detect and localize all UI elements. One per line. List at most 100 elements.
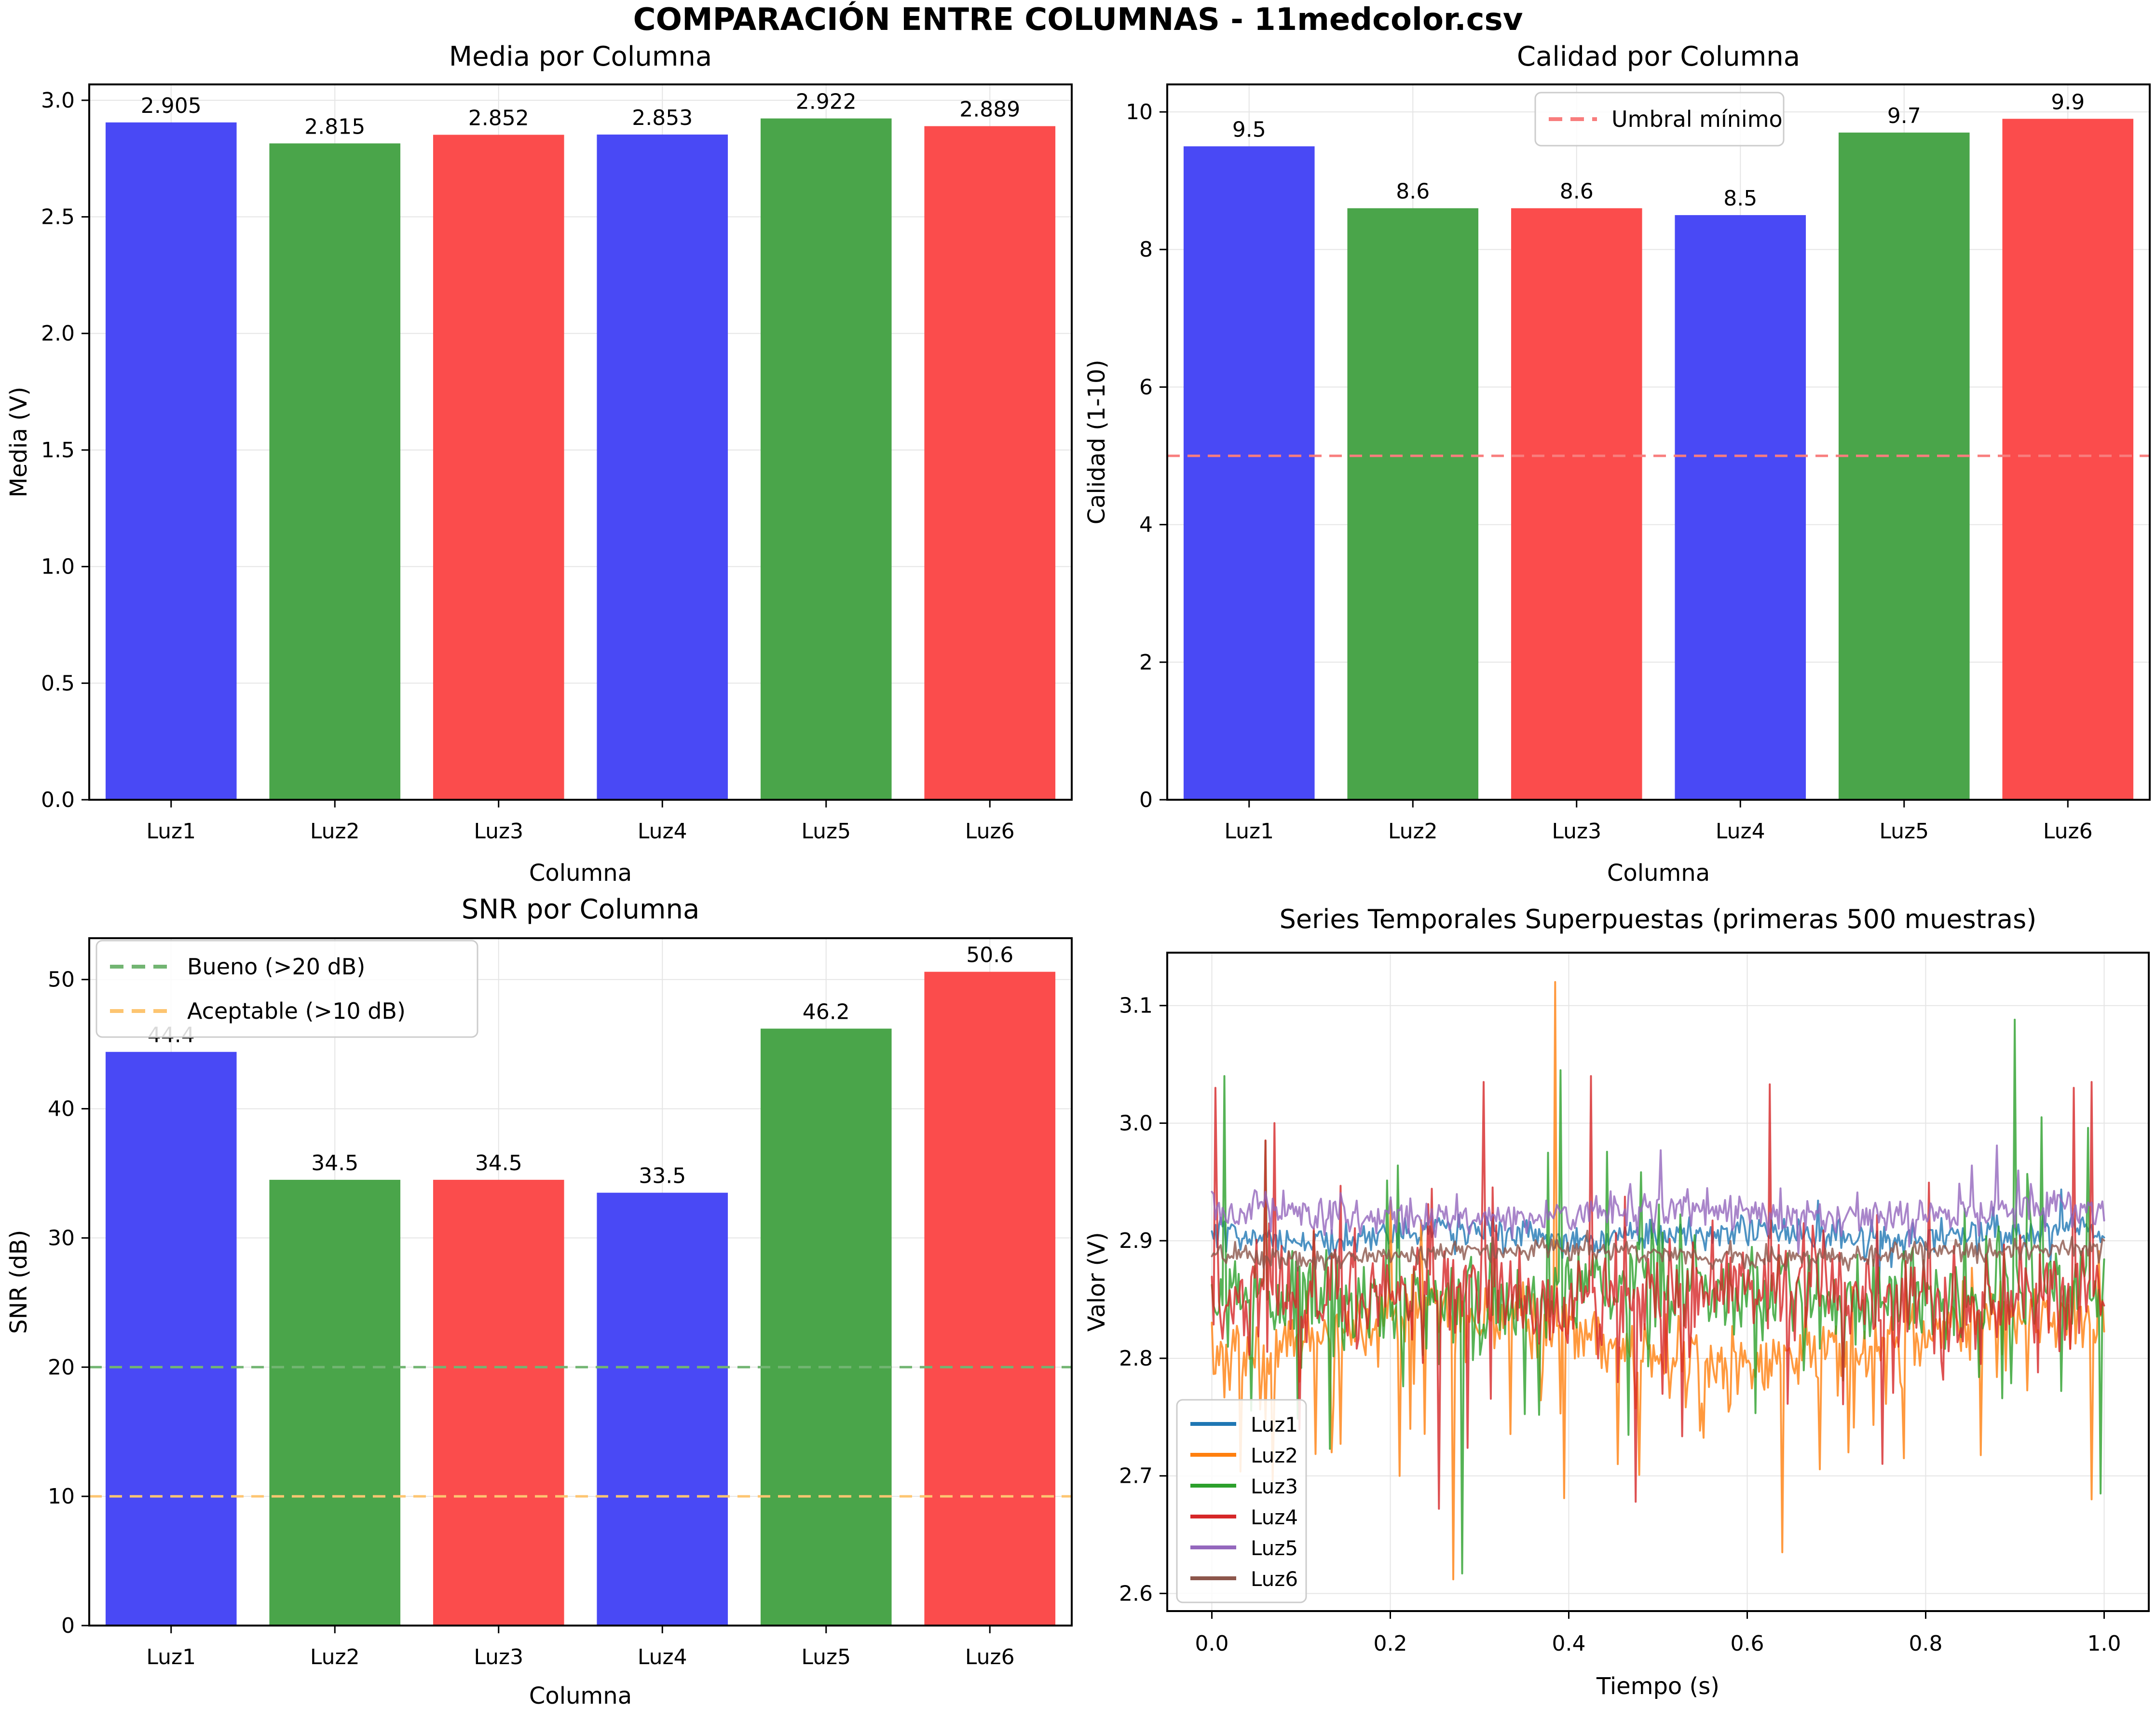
legend-box [96,940,478,1038]
x-tick-label: Luz2 [310,1645,360,1669]
axes-frame [88,83,1073,801]
series-line-Luz5 [1211,1144,2105,1255]
axes-frame [1166,83,2151,801]
bar-value-label: 9.7 [1887,104,1921,128]
x-tick-label: 0.4 [1552,1631,1586,1656]
x-tick-label: 0.6 [1731,1631,1764,1656]
chart-title: Series Temporales Superpuestas (primeras… [1280,904,2037,934]
x-tick-label: Luz4 [638,1645,687,1669]
legend-label: Luz2 [1251,1444,1298,1467]
axes-frame [88,937,1073,1627]
y-tick-label: 3.0 [41,88,75,113]
bar-value-label: 2.815 [304,114,365,139]
y-tick-label: 0 [61,1613,75,1638]
y-tick-label: 10 [1126,100,1153,124]
bar-Luz4 [1675,215,1806,800]
y-tick-label: 2.0 [41,321,75,346]
y-tick-label: 10 [48,1484,75,1509]
y-tick-label: 0.0 [41,788,75,812]
bar-Luz6 [924,126,1056,800]
bar-value-label: 9.5 [1232,117,1266,142]
subplot-media-bar-chart: 2.905 2.815 2.852 2.853 2.922 2.889 Luz1 Luz2 Lu… [5,41,1073,887]
legend-label: Luz5 [1251,1536,1298,1560]
bar-value-label: 2.889 [959,97,1020,122]
y-tick-label: 30 [48,1226,75,1250]
x-axis-label: Columna [529,1682,632,1709]
bar-Luz3 [433,135,564,800]
x-tick-label: Luz6 [965,1645,1015,1669]
x-tick-label: Luz3 [474,1645,523,1669]
x-tick-label: 0.2 [1374,1631,1407,1656]
y-tick-label: 40 [48,1097,75,1121]
x-tick-label: Luz4 [638,819,687,844]
bar-Luz5 [1838,132,1970,800]
y-tick-label: 3.1 [1119,994,1153,1018]
bar-Luz4 [597,134,728,800]
subplot-snr-bar-chart: 44.434.534.533.546.250.6Luz1Luz2Luz3Luz4… [5,894,1073,1709]
x-axis-label: Columna [1607,860,1710,887]
axes-frame [1166,952,2150,1612]
bar-value-label: 34.5 [475,1151,522,1176]
bar-value-label: 8.6 [1396,179,1430,204]
chart-title: Calidad por Columna [1517,41,1800,72]
chart-title: Media por Columna [449,41,712,72]
x-tick-label: Luz1 [1224,819,1274,844]
x-tick-label: Luz6 [965,819,1015,844]
bar-Luz4 [597,1192,728,1626]
legend-label: Bueno (>20 dB) [187,954,365,980]
legend-label: Aceptable (>10 dB) [187,998,406,1024]
subplot-series-line-chart: 0.0 0.2 0.4 0.6 0.8 1.0 2.6 2.7 2.8 2.9 3.0 3.1 Seri… [1083,904,2150,1700]
bar-value-label: 9.9 [2051,90,2085,114]
x-tick-label: Luz3 [1552,819,1601,844]
y-tick-label: 2.8 [1119,1346,1153,1371]
x-tick-label: Luz5 [801,1645,851,1669]
y-axis-label: SNR (dB) [5,1230,32,1334]
y-tick-label: 4 [1139,513,1153,537]
bar-Luz2 [1347,208,1479,800]
bar-Luz6 [924,971,1056,1626]
bar-Luz5 [760,1028,892,1626]
x-axis-label: Tiempo (s) [1596,1673,1719,1700]
bar-Luz1 [105,1052,237,1626]
bar-Luz2 [269,143,401,800]
chart-title: SNR por Columna [462,894,700,925]
bar-value-label: 2.905 [141,94,202,118]
x-tick-label: Luz6 [2043,819,2093,844]
figure-title: COMPARACIÓN ENTRE COLUMNAS - 11medcolor.… [633,2,1523,38]
y-tick-label: 2.5 [41,205,75,230]
x-axis-label: Columna [529,860,632,887]
x-tick-label: 1.0 [2088,1631,2121,1656]
y-tick-label: 2.7 [1119,1464,1153,1489]
y-tick-label: 8 [1139,237,1153,262]
y-tick-label: 50 [48,968,75,992]
bar-Luz2 [269,1179,401,1626]
x-tick-label: Luz2 [310,819,360,844]
bar-Luz3 [433,1179,564,1626]
series-line-Luz6 [1211,1230,2105,1272]
x-tick-label: Luz3 [474,819,523,844]
bar-Luz1 [1183,146,1315,800]
x-tick-label: Luz5 [801,819,851,844]
legend-label: Luz6 [1251,1567,1298,1591]
y-tick-label: 0.5 [41,671,75,696]
y-tick-label: 3.0 [1119,1111,1153,1135]
y-tick-label: 1.5 [41,438,75,463]
y-axis-label: Calidad (1-10) [1083,360,1110,525]
y-tick-label: 2.6 [1119,1581,1153,1606]
y-tick-label: 2 [1139,650,1153,675]
bar-value-label: 2.853 [632,106,693,130]
x-tick-label: Luz1 [146,1645,196,1669]
legend-label: Luz3 [1251,1475,1298,1498]
bar-value-label: 8.5 [1723,186,1757,211]
x-tick-label: Luz4 [1716,819,1765,844]
x-tick-label: 0.8 [1909,1631,1943,1656]
x-tick-label: 0.0 [1195,1631,1229,1656]
bar-Luz6 [2002,119,2134,800]
x-tick-label: Luz5 [1879,819,1929,844]
legend-label: Luz4 [1251,1505,1298,1529]
series-line-Luz4 [1211,1075,2105,1510]
bar-value-label: 50.6 [966,943,1013,968]
legend-box [1534,92,1785,147]
bar-value-label: 33.5 [639,1164,686,1189]
